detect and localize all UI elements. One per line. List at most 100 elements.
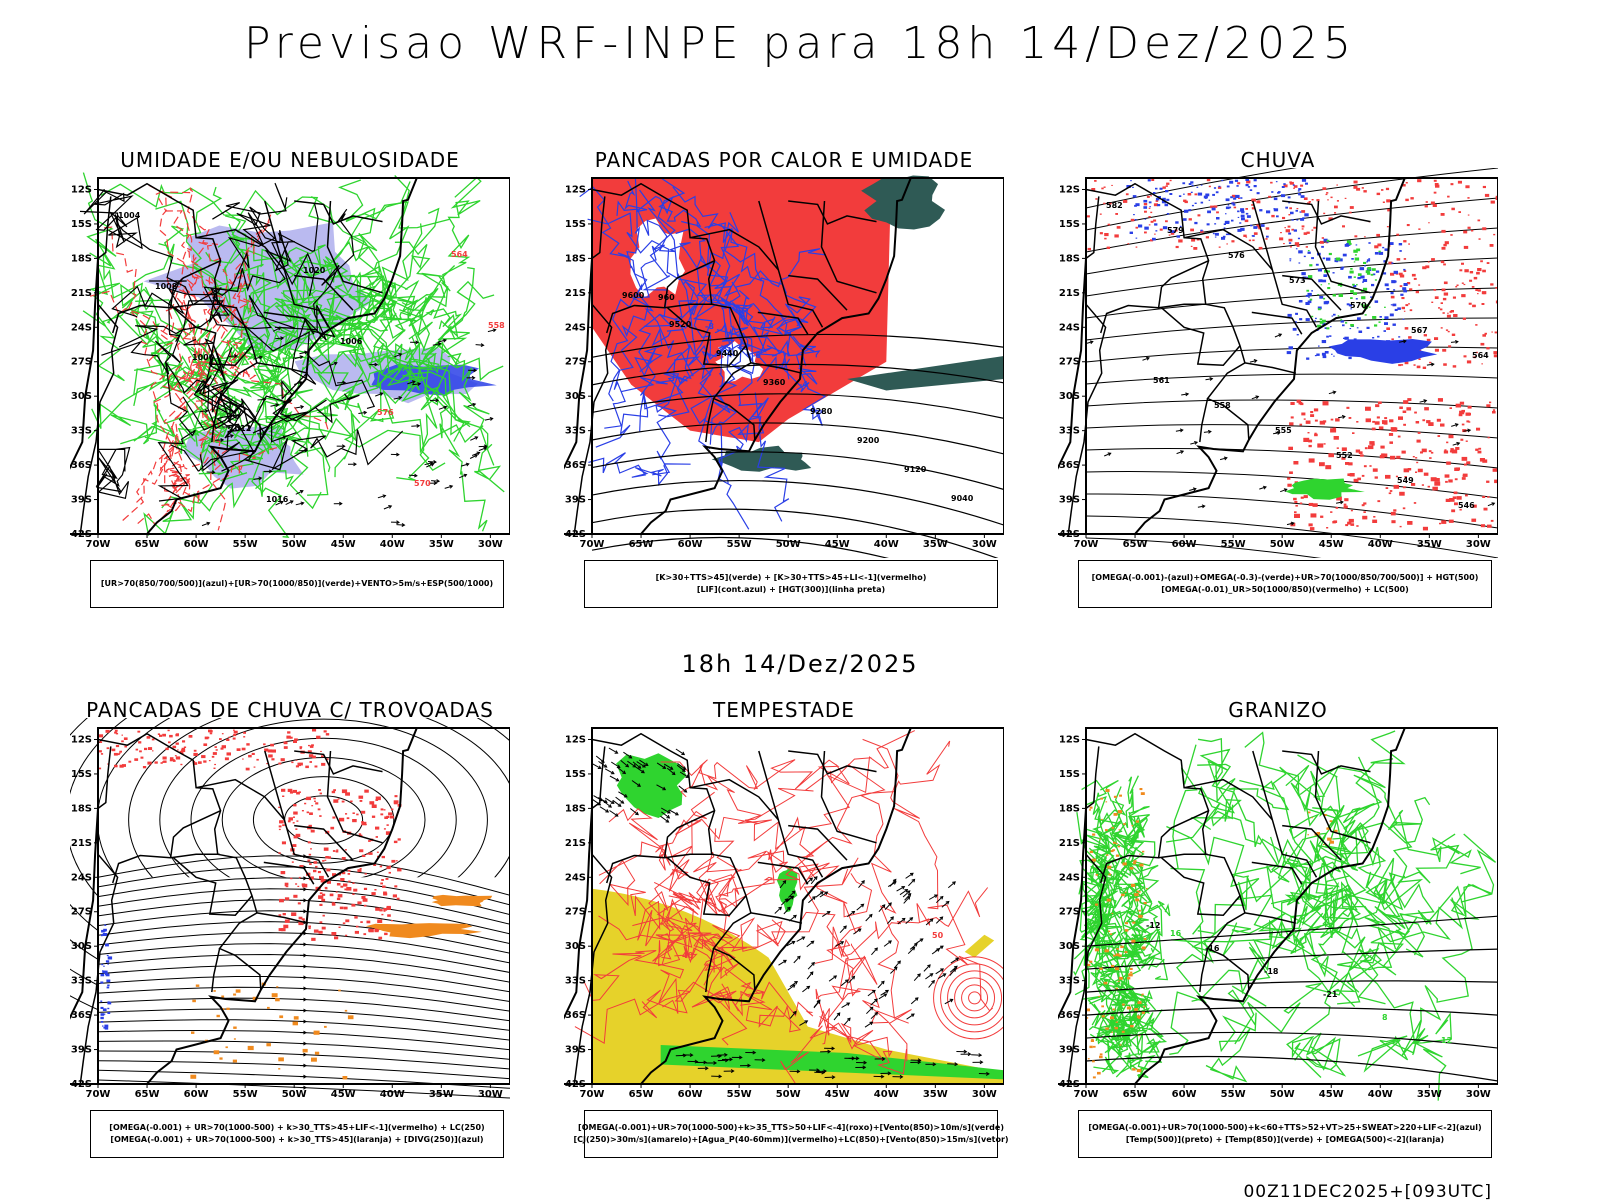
omega500-area xyxy=(1110,1016,1114,1019)
omega-weak-area xyxy=(1239,222,1241,223)
omega-weak-area xyxy=(1290,260,1292,261)
storm-area xyxy=(363,933,366,935)
omega-rh-area xyxy=(1317,443,1323,447)
omega-weak-area xyxy=(1356,298,1358,299)
storm-area xyxy=(381,914,383,915)
omega-rh-area xyxy=(1382,454,1387,458)
omega-rh-area xyxy=(1243,235,1246,237)
omega-weak-area xyxy=(1241,215,1245,218)
lon-tick-label: 35W xyxy=(1417,539,1442,550)
omega-rh-area xyxy=(1154,234,1156,235)
omega-rh-area xyxy=(1289,422,1293,425)
storm-area xyxy=(371,892,375,895)
omega-rh-area xyxy=(1461,263,1464,265)
storm-area xyxy=(375,827,379,830)
omega500-area xyxy=(1330,820,1333,822)
omega-weak-area xyxy=(1360,276,1364,279)
omega-rh-area xyxy=(1478,220,1481,222)
omega-rh-area xyxy=(1100,232,1103,234)
omega-rh-area xyxy=(1310,527,1315,530)
omega500-area xyxy=(1130,968,1133,970)
lat-tick-label: 33S xyxy=(565,426,586,437)
omega-weak-area xyxy=(1391,280,1395,283)
contour-label: 1020 xyxy=(303,266,326,275)
omega-weak-area xyxy=(1377,336,1379,338)
thunder-area xyxy=(233,994,236,996)
omega-weak-area xyxy=(1227,186,1230,188)
omega-weak-area xyxy=(1133,214,1135,215)
omega-rh-area xyxy=(1433,204,1437,207)
omega-strong-area xyxy=(1375,279,1377,280)
omega-rh-area xyxy=(1193,247,1197,250)
omega500-area xyxy=(1115,967,1119,970)
omega-strong-area xyxy=(1354,261,1356,262)
omega-rh-area xyxy=(1408,468,1412,471)
omega500-area xyxy=(1116,855,1119,857)
omega500-area xyxy=(1123,862,1127,865)
omega-rh-area xyxy=(1447,315,1451,318)
storm-area xyxy=(340,886,343,888)
storm-area xyxy=(352,893,354,895)
storm-area xyxy=(203,760,206,762)
omega-rh-area xyxy=(1472,305,1476,308)
omega-strong-area xyxy=(1311,316,1313,317)
omega-weak-area xyxy=(1380,316,1382,318)
storm-area xyxy=(283,925,288,929)
omega-weak-area xyxy=(1384,316,1388,319)
omega500-area xyxy=(1089,809,1091,810)
omega-strong-area xyxy=(1361,296,1365,299)
omega500-area xyxy=(1138,910,1141,912)
storm-area xyxy=(293,817,295,818)
omega-weak-area xyxy=(1207,223,1210,225)
lon-tick-label: 30W xyxy=(478,1089,503,1100)
omega-rh-area xyxy=(1379,426,1384,429)
omega-rh-area xyxy=(1483,292,1486,294)
storm-area xyxy=(147,736,151,739)
omega-weak-area xyxy=(1298,193,1300,195)
lat-tick-label: 30S xyxy=(1059,941,1080,952)
storm-area xyxy=(306,797,311,800)
storm-area xyxy=(227,752,232,755)
lon-tick-label: 30W xyxy=(972,539,997,550)
legend-line: [UR>70(850/700/500)](azul)+[UR>70(1000/8… xyxy=(101,578,493,590)
lat-tick-label: 24S xyxy=(1059,322,1080,333)
omega-strong-area xyxy=(1323,298,1325,300)
omega-rh-area xyxy=(1372,428,1376,431)
omega-rh-area xyxy=(1482,270,1486,273)
omega500-area xyxy=(1138,1018,1140,1020)
omega-rh-area xyxy=(1327,199,1329,200)
omega-rh-area xyxy=(1415,457,1417,458)
storm-area xyxy=(182,740,185,742)
omega-rh-area xyxy=(1345,198,1347,199)
omega-rh-area xyxy=(1443,244,1446,246)
omega-weak-area xyxy=(1153,192,1156,194)
omega-weak-area xyxy=(1301,272,1305,275)
legend-line: [LIF](cont.azul) + [HGT(300)](linha pret… xyxy=(697,584,885,596)
omega-strong-area xyxy=(1349,243,1352,245)
omega-weak-area xyxy=(1226,198,1230,201)
omega-rh-area xyxy=(1328,453,1334,457)
contour-label: -18 xyxy=(1264,967,1279,976)
storm-area xyxy=(248,755,252,758)
omega-rh-area xyxy=(1313,227,1316,229)
omega500-area xyxy=(1118,810,1122,813)
omega-rh-area xyxy=(1443,298,1446,300)
contour-label: 567 xyxy=(1411,326,1428,335)
storm-area xyxy=(302,884,307,888)
storm-area xyxy=(282,796,284,798)
omega-strong-area xyxy=(1327,240,1330,242)
omega-rh-area xyxy=(1485,194,1489,197)
omega-rh-area xyxy=(1429,362,1431,364)
omega-rh-area xyxy=(1431,202,1435,205)
omega-rh-area xyxy=(1402,298,1404,299)
omega500-area xyxy=(1132,1068,1136,1071)
omega-rh-area xyxy=(1463,318,1466,320)
omega500-area xyxy=(1144,902,1147,904)
omega-rh-area xyxy=(1353,186,1357,189)
storm-area xyxy=(281,758,285,761)
storm-area xyxy=(291,912,296,916)
omega-rh-area xyxy=(1198,214,1201,216)
omega-rh-area xyxy=(1402,451,1406,454)
